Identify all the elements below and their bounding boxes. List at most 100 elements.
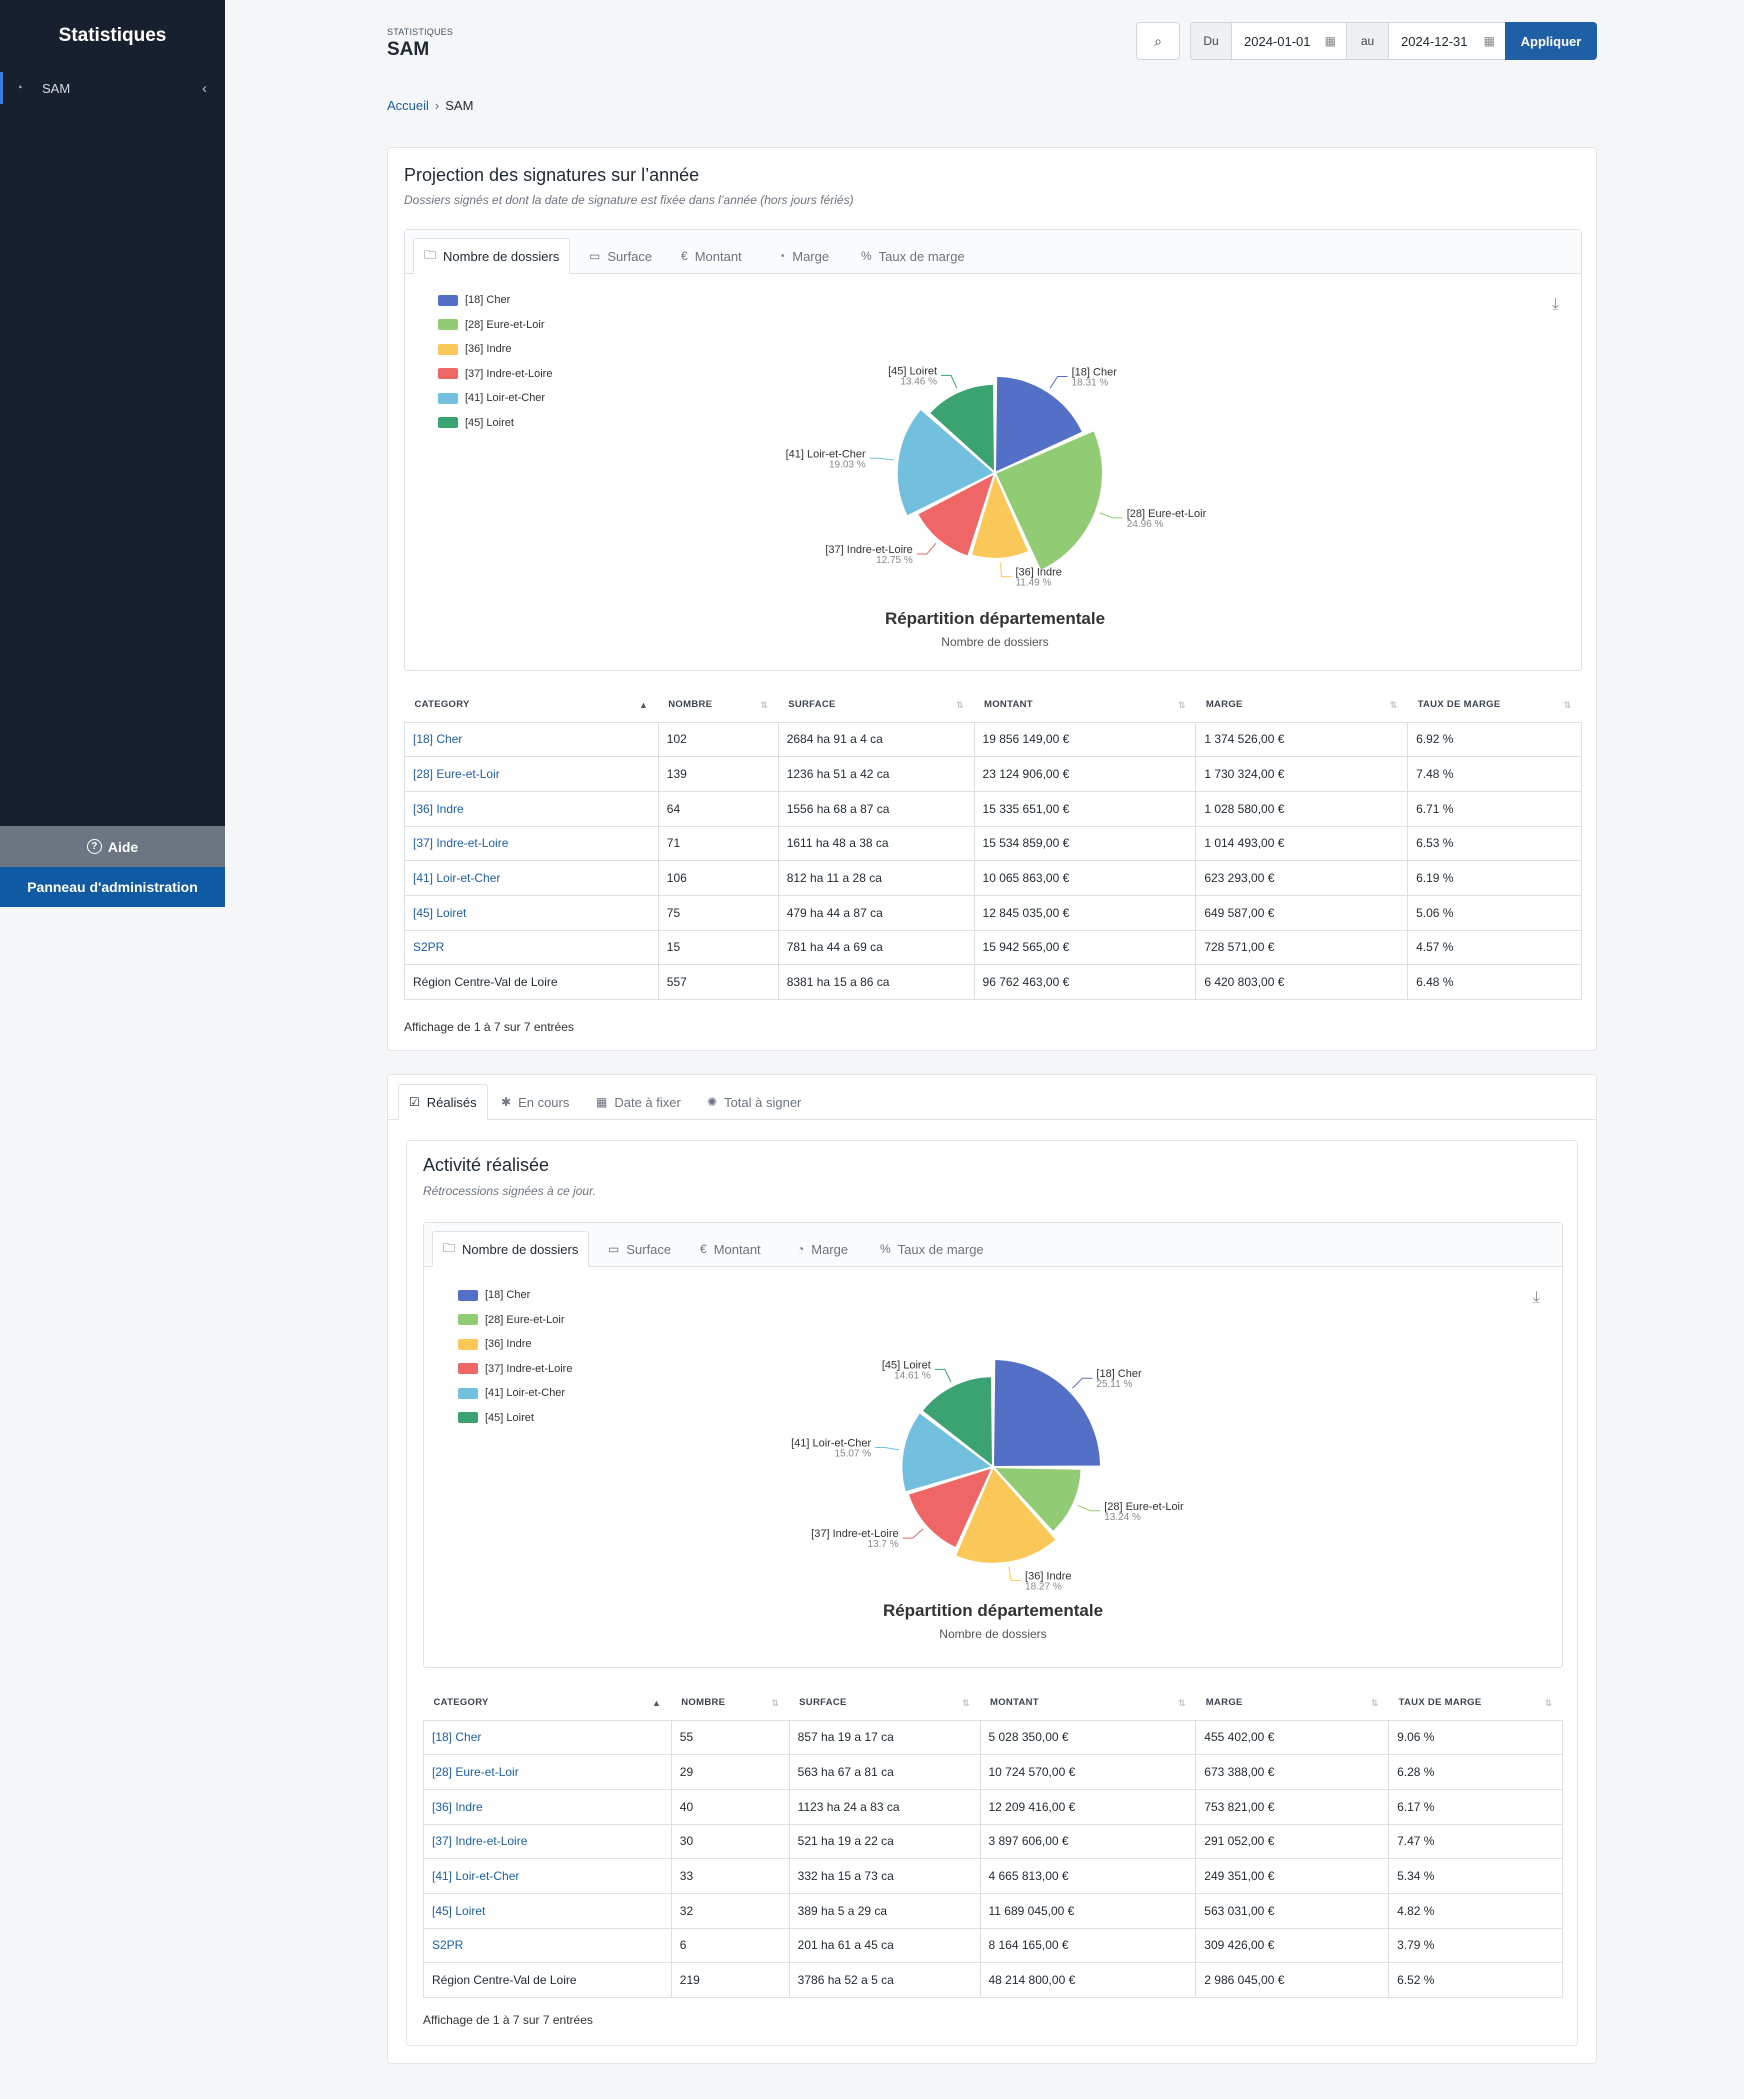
- tab-surface[interactable]: ▭ Surface: [598, 1231, 681, 1267]
- tab-surface[interactable]: ▭ Surface: [579, 238, 662, 274]
- pie-slice[interactable]: [900, 1410, 996, 1494]
- col-taux-de-marge[interactable]: TAUX DE MARGE ⇅: [1408, 688, 1582, 722]
- pie-slice[interactable]: [969, 470, 1031, 560]
- legend-item[interactable]: [18] Cher: [438, 288, 552, 313]
- tab-nombre-de-dossiers[interactable]: 🗀 Nombre de dossiers: [413, 238, 571, 274]
- slice-label: [18] Cher: [1096, 1368, 1142, 1380]
- tab-taux-de-marge[interactable]: % Taux de marge: [851, 238, 975, 274]
- legend-item[interactable]: [37] Indre-et-Loire: [458, 1357, 572, 1382]
- legend-item[interactable]: [36] Indre: [458, 1332, 572, 1357]
- pie-slice[interactable]: [927, 382, 997, 476]
- col-taux-de-marge[interactable]: TAUX DE MARGE ⇅: [1389, 1686, 1563, 1720]
- category-link[interactable]: [36] Indre: [413, 801, 464, 816]
- tab-montant[interactable]: € Montant: [690, 1231, 771, 1267]
- category-link[interactable]: [18] Cher: [413, 732, 463, 747]
- pie-slice[interactable]: [906, 1465, 995, 1550]
- calendar-icon[interactable]: ▦: [1483, 34, 1495, 48]
- pie-slice[interactable]: [915, 470, 997, 558]
- category-link[interactable]: [28] Eure-et-Loir: [413, 767, 500, 782]
- pie-slice[interactable]: [990, 1465, 1083, 1534]
- euro-icon: €: [681, 249, 688, 263]
- slice-percent: 24.96 %: [1127, 519, 1164, 530]
- legend-item[interactable]: [37] Indre-et-Loire: [438, 362, 552, 387]
- slice-percent: 13.7 %: [867, 1539, 898, 1550]
- col-category[interactable]: CATEGORY ▲: [424, 1686, 672, 1720]
- slice-label: [36] Indre: [1025, 1570, 1071, 1582]
- col-montant[interactable]: MONTANT ⇅: [974, 688, 1196, 722]
- category-link[interactable]: [41] Loir-et-Cher: [432, 1869, 520, 1884]
- chart-subtitle: Nombre de dossiers: [941, 635, 1049, 649]
- col-nombre[interactable]: NOMBRE ⇅: [671, 1686, 789, 1720]
- pie-slice[interactable]: [953, 1465, 1059, 1565]
- cell-marge: 649 587,00 €: [1195, 894, 1409, 931]
- col-marge[interactable]: MARGE ⇅: [1196, 1686, 1389, 1720]
- tab-en-cours[interactable]: ✱ En cours: [491, 1084, 579, 1120]
- pie-slice[interactable]: [991, 1357, 1103, 1469]
- legend-item[interactable]: [41] Loir-et-Cher: [458, 1381, 572, 1406]
- cell-marge: 1 374 526,00 €: [1195, 721, 1409, 758]
- tab-date-a-fixer[interactable]: ▦ Date à fixer: [586, 1084, 691, 1120]
- legend-item[interactable]: [45] Loiret: [438, 411, 552, 436]
- download-icon[interactable]: ⤓: [1551, 296, 1559, 313]
- sidebar-item-sam[interactable]: ◔ SAM ‹: [0, 72, 225, 104]
- calendar-icon[interactable]: ▦: [1324, 34, 1336, 48]
- pie-slice[interactable]: [920, 1375, 995, 1470]
- chevron-left-icon[interactable]: ‹: [202, 79, 207, 97]
- tab-montant[interactable]: € Montant: [671, 238, 752, 274]
- category-link[interactable]: S2PR: [432, 1938, 464, 1953]
- category-link[interactable]: [45] Loiret: [432, 1903, 486, 1918]
- tab-nombre-de-dossiers[interactable]: 🗀 Nombre de dossiers: [432, 1231, 590, 1267]
- cell-nombre: 219: [670, 1962, 790, 1998]
- help-button[interactable]: ? Aide: [0, 826, 225, 867]
- admin-panel-button[interactable]: Panneau d'administration: [0, 867, 225, 907]
- tab-marge[interactable]: ◔ Marge: [768, 238, 839, 274]
- cell-surface: 563 ha 67 a 81 ca: [788, 1754, 981, 1790]
- header-label: NOMBRE: [668, 699, 713, 711]
- breadcrumb-home[interactable]: Accueil: [387, 98, 429, 113]
- category-link[interactable]: [37] Indre-et-Loire: [432, 1834, 528, 1849]
- legend-item[interactable]: [45] Loiret: [458, 1406, 572, 1431]
- download-icon[interactable]: ⤓: [1532, 1289, 1540, 1306]
- pie-slice[interactable]: [993, 374, 1085, 475]
- pie-slice[interactable]: [895, 407, 997, 518]
- page-header: STATISTIQUES SAM ⌕ Du 2024-01-01 ▦ au 20…: [387, 20, 1597, 65]
- category-link[interactable]: [41] Loir-et-Cher: [413, 871, 501, 886]
- header-label: MONTANT: [984, 699, 1033, 711]
- date-from-input[interactable]: 2024-01-01 ▦: [1231, 22, 1347, 60]
- category-link[interactable]: [36] Indre: [432, 1799, 483, 1814]
- help-icon: ?: [86, 839, 102, 854]
- legend-item[interactable]: [18] Cher: [458, 1283, 572, 1308]
- slice-percent: 13.24 %: [1104, 1512, 1141, 1523]
- category-link[interactable]: [37] Indre-et-Loire: [413, 836, 509, 851]
- col-surface[interactable]: SURFACE ⇅: [789, 1686, 980, 1720]
- search-button[interactable]: ⌕: [1136, 22, 1180, 60]
- legend-item[interactable]: [41] Loir-et-Cher: [438, 386, 552, 411]
- category-link[interactable]: S2PR: [413, 940, 445, 955]
- col-marge[interactable]: MARGE ⇅: [1196, 688, 1408, 722]
- legend-item[interactable]: [36] Indre: [438, 337, 552, 362]
- legend-item[interactable]: [28] Eure-et-Loir: [438, 313, 552, 338]
- cell-marge: 6 420 803,00 €: [1195, 964, 1409, 1000]
- tab-taux-de-marge[interactable]: % Taux de marge: [870, 1231, 994, 1267]
- tab-total-a-signer[interactable]: ✺ Total à signer: [697, 1084, 811, 1120]
- category-link[interactable]: [45] Loiret: [413, 905, 467, 920]
- apply-button[interactable]: Appliquer: [1505, 22, 1597, 60]
- col-montant[interactable]: MONTANT ⇅: [980, 1686, 1196, 1720]
- tab-label: Surface: [626, 1241, 672, 1257]
- legend-item[interactable]: [28] Eure-et-Loir: [458, 1308, 572, 1333]
- tab-marge[interactable]: ◔ Marge: [787, 1231, 858, 1267]
- col-surface[interactable]: SURFACE ⇅: [778, 688, 974, 722]
- col-nombre[interactable]: NOMBRE ⇅: [658, 688, 778, 722]
- pie-slice[interactable]: [993, 428, 1104, 573]
- tab-realises[interactable]: ☑ Réalisés: [398, 1084, 488, 1120]
- cell-category: [18] Cher: [423, 1719, 672, 1756]
- date-to-input[interactable]: 2024-12-31 ▦: [1388, 22, 1506, 60]
- col-category[interactable]: CATEGORY ▲: [405, 688, 659, 722]
- label-line: [934, 1368, 952, 1383]
- legend-swatch: [458, 1363, 478, 1375]
- category-link[interactable]: [18] Cher: [432, 1730, 482, 1745]
- cell-montant: 12 209 416,00 €: [979, 1788, 1197, 1825]
- projection-description: Dossiers signés et dont la date de signa…: [404, 193, 854, 207]
- category-link[interactable]: [28] Eure-et-Loir: [432, 1765, 519, 1780]
